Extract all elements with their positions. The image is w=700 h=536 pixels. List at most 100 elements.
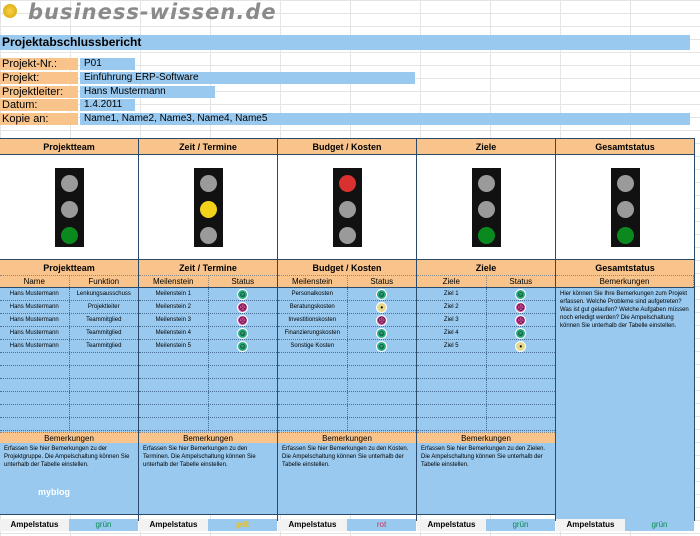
cell-empty[interactable] (139, 392, 209, 404)
cell-status[interactable]: ☹ (348, 314, 417, 326)
cell-empty[interactable] (70, 405, 139, 417)
ampel-status-value[interactable]: gelb (208, 519, 277, 531)
remarks-text[interactable]: Erfassen Sie hier Bemerkungen zu der Pro… (0, 443, 138, 515)
cell[interactable]: Lenkungsausschuss (76, 291, 131, 297)
cell-status[interactable]: • (487, 340, 556, 352)
cell[interactable]: Ziel 3 (417, 314, 487, 326)
value-date[interactable]: 1.4.2011 (80, 99, 135, 111)
cell-empty[interactable] (70, 353, 139, 365)
remarks-text[interactable]: Erfassen Sie hier Bemerkungen zu den Zie… (417, 443, 555, 515)
cell-status[interactable]: ☺ (209, 340, 278, 352)
cell-empty[interactable] (417, 379, 487, 391)
cell-empty[interactable] (209, 392, 278, 404)
value-copy-to[interactable]: Name1, Name2, Name3, Name4, Name5 (80, 113, 690, 125)
value-project-nr[interactable]: P01 (80, 58, 135, 70)
remarks-text[interactable]: Erfassen Sie hier Bemerkungen zu den Ter… (139, 443, 277, 515)
ampel-status-value[interactable]: grün (625, 519, 694, 531)
ampel-status-value[interactable]: grün (486, 519, 555, 531)
cell-status[interactable]: ☺ (348, 327, 417, 339)
cell-empty[interactable] (278, 379, 348, 391)
cell[interactable]: Teammitglied (86, 330, 122, 336)
cell-empty[interactable] (278, 405, 348, 417)
cell-status[interactable]: ☹ (209, 314, 278, 326)
cell-empty[interactable] (139, 366, 209, 378)
cell-status[interactable]: ☺ (348, 288, 417, 300)
cell-empty[interactable] (417, 405, 487, 417)
cell-status[interactable]: ☺ (348, 340, 417, 352)
cell[interactable]: Personalkosten (278, 288, 348, 300)
cell-empty[interactable] (348, 405, 417, 417)
cell-empty[interactable] (487, 366, 556, 378)
cell-empty[interactable] (278, 392, 348, 404)
cell[interactable]: Hans Mustermann (0, 288, 70, 300)
cell[interactable]: Projektleiter (87, 304, 120, 310)
cell-empty[interactable] (417, 353, 487, 365)
value-project[interactable]: Einführung ERP-Software (80, 72, 415, 84)
cell-empty[interactable] (487, 353, 556, 365)
cell-empty[interactable] (417, 392, 487, 404)
cell-status[interactable]: ☹ (209, 301, 278, 313)
cell-empty[interactable] (278, 418, 348, 430)
cell-status[interactable]: ☺ (209, 327, 278, 339)
cell-empty[interactable] (139, 405, 209, 417)
cell-status[interactable]: • (348, 301, 417, 313)
cell-empty[interactable] (278, 366, 348, 378)
cell[interactable]: Ziel 1 (417, 288, 487, 300)
ampel-status-value[interactable]: grün (69, 519, 138, 531)
cell-empty[interactable] (487, 405, 556, 417)
cell[interactable]: Meilenstein 3 (139, 314, 209, 326)
cell-empty[interactable] (70, 366, 139, 378)
cell[interactable]: Ziel 2 (417, 301, 487, 313)
cell-empty[interactable] (0, 379, 70, 391)
cell[interactable]: Beratungskosten (278, 301, 348, 313)
cell-empty[interactable] (278, 353, 348, 365)
cell[interactable]: Hans Mustermann (0, 314, 70, 326)
cell-empty[interactable] (0, 405, 70, 417)
cell-empty[interactable] (209, 418, 278, 430)
cell[interactable]: Hans Mustermann (0, 301, 70, 313)
ampel-status-value[interactable]: rot (347, 519, 416, 531)
cell[interactable]: Ziel 5 (417, 340, 487, 352)
cell-empty[interactable] (139, 418, 209, 430)
cell-empty[interactable] (417, 418, 487, 430)
cell[interactable]: Hans Mustermann (0, 340, 70, 352)
cell-empty[interactable] (70, 379, 139, 391)
cell[interactable]: Teammitglied (86, 317, 122, 323)
cell-status[interactable]: ☺ (209, 288, 278, 300)
cell[interactable]: Investitionskosten (278, 314, 348, 326)
cell[interactable]: Meilenstein 4 (139, 327, 209, 339)
cell[interactable]: Meilenstein 2 (139, 301, 209, 313)
cell-empty[interactable] (209, 379, 278, 391)
cell-empty[interactable] (348, 392, 417, 404)
cell-empty[interactable] (348, 353, 417, 365)
cell-empty[interactable] (70, 392, 139, 404)
cell[interactable]: Meilenstein 1 (139, 288, 209, 300)
cell-status[interactable]: ☹ (487, 314, 556, 326)
cell[interactable]: Ziel 4 (417, 327, 487, 339)
cell-empty[interactable] (348, 418, 417, 430)
cell-status[interactable]: ☹ (487, 301, 556, 313)
cell-empty[interactable] (139, 353, 209, 365)
cell-empty[interactable] (0, 418, 70, 430)
cell-status[interactable]: ☺ (487, 288, 556, 300)
cell-empty[interactable] (0, 392, 70, 404)
remarks-text[interactable]: Erfassen Sie hier Bemerkungen zu den Kos… (278, 443, 416, 515)
value-project-lead[interactable]: Hans Mustermann (80, 86, 215, 98)
cell-empty[interactable] (0, 353, 70, 365)
cell-empty[interactable] (487, 379, 556, 391)
cell[interactable]: Sonstige Kosten (278, 340, 348, 352)
remarks-text[interactable]: Hier können Sie Ihre Bemerkungen zum Pro… (556, 288, 694, 528)
cell-empty[interactable] (487, 392, 556, 404)
cell-empty[interactable] (0, 366, 70, 378)
cell-empty[interactable] (417, 366, 487, 378)
cell-status[interactable]: ☺ (487, 327, 556, 339)
cell-empty[interactable] (70, 418, 139, 430)
cell[interactable]: Finanzierungskosten (278, 327, 348, 339)
cell-empty[interactable] (487, 418, 556, 430)
cell-empty[interactable] (209, 353, 278, 365)
cell-empty[interactable] (209, 366, 278, 378)
cell[interactable]: Teammitglied (86, 343, 122, 349)
cell[interactable]: Hans Mustermann (0, 327, 70, 339)
cell-empty[interactable] (348, 379, 417, 391)
cell-empty[interactable] (139, 379, 209, 391)
